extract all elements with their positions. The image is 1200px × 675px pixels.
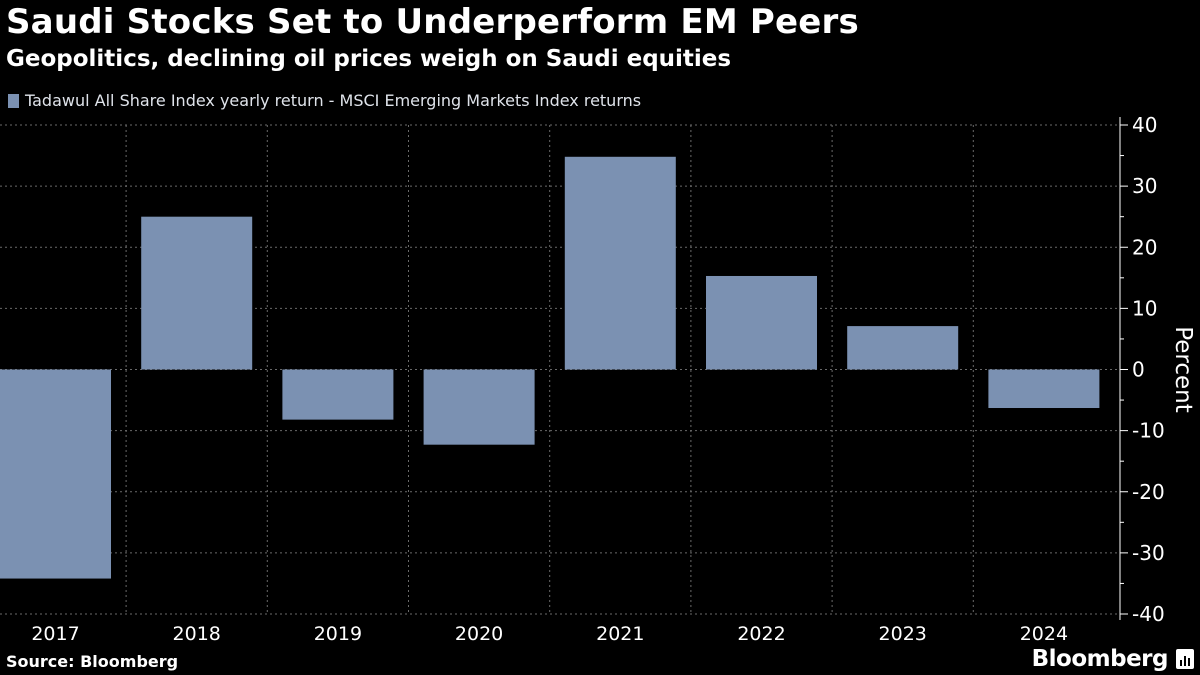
x-tick-label: 2019: [314, 623, 362, 645]
bar-2022: [706, 275, 817, 370]
chart-title: Saudi Stocks Set to Underperform EM Peer…: [6, 2, 859, 42]
y-tick-label: 40: [1132, 113, 1157, 137]
chart-subtitle: Geopolitics, declining oil prices weigh …: [6, 46, 732, 72]
brand-logo: Bloomberg: [1031, 646, 1169, 672]
source-note: Source: Bloomberg: [6, 652, 179, 671]
bar-2023: [847, 326, 959, 370]
y-tick-label: 30: [1132, 174, 1157, 198]
y-tick-label: 10: [1132, 296, 1157, 320]
bar-2020: [423, 369, 535, 445]
y-tick-label: -20: [1132, 480, 1165, 504]
y-axis-title: Percent: [1170, 326, 1196, 413]
x-tick-label: 2018: [173, 623, 221, 645]
bars: [0, 156, 1100, 579]
x-axis-labels: 2017 2018 2019 2020 2021 2022 2023 2024: [31, 623, 1068, 645]
bloomberg-terminal-icon: [1176, 649, 1194, 669]
legend: Tadawul All Share Index yearly return - …: [8, 91, 641, 110]
bar-2019: [282, 369, 394, 420]
y-tick-label: 0: [1132, 358, 1145, 382]
bar-2021: [564, 156, 676, 370]
y-tick-label: -30: [1132, 541, 1165, 565]
x-tick-label: 2017: [31, 623, 79, 645]
y-tick-label: -40: [1132, 602, 1165, 626]
y-axis: 40 30 20 10 0 -10 -20 -30 -40 Percent: [1119, 113, 1196, 626]
bar-2024: [988, 369, 1100, 409]
legend-label: Tadawul All Share Index yearly return - …: [25, 91, 642, 110]
bar-2018: [141, 216, 253, 370]
x-tick-label: 2023: [879, 623, 927, 645]
x-tick-label: 2024: [1020, 623, 1068, 645]
x-tick-label: 2021: [596, 623, 644, 645]
legend-swatch: [8, 93, 19, 108]
x-tick-label: 2020: [455, 623, 503, 645]
bar-2017: [0, 369, 111, 579]
y-tick-label: -10: [1132, 419, 1165, 443]
y-tick-label: 20: [1132, 235, 1157, 259]
x-tick-label: 2022: [737, 623, 785, 645]
